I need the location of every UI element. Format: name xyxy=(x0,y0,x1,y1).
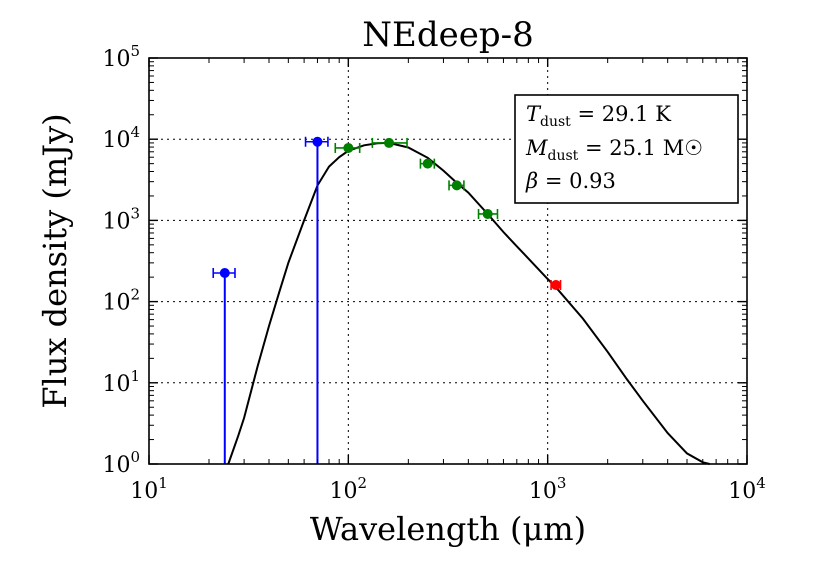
model-curve xyxy=(227,141,710,465)
data-point xyxy=(451,180,462,191)
y-tick-label: 105 xyxy=(102,42,140,72)
axis-ticks xyxy=(148,57,748,465)
legend-temp-symbol: T xyxy=(526,102,542,126)
data-points xyxy=(212,136,562,464)
series-upper-limits xyxy=(212,136,329,464)
legend-beta-symbol: β xyxy=(525,169,538,193)
data-point xyxy=(343,142,354,153)
data-point xyxy=(384,137,395,148)
series-detections xyxy=(334,137,499,219)
legend-temp-subscript: dust xyxy=(540,114,571,130)
y-tick-label: 102 xyxy=(102,286,140,316)
data-point xyxy=(422,158,433,169)
legend-beta-value: = 0.93 xyxy=(538,169,616,193)
x-tick-label: 101 xyxy=(130,474,168,504)
y-axis-label: Flux density (mJy) xyxy=(36,113,74,408)
x-tick-labels: 101 102 103 104 xyxy=(130,474,766,504)
data-point xyxy=(219,268,230,279)
x-tick-label: 102 xyxy=(330,474,368,504)
legend-mass-subscript: dust xyxy=(548,148,579,164)
x-tick-label: 104 xyxy=(728,474,766,504)
legend-line-mass: Mdust = 25.1 M☉ xyxy=(525,136,703,164)
legend-line-temperature: Tdust = 29.1 K xyxy=(526,102,671,130)
legend-mass-symbol: M xyxy=(525,136,548,160)
fit-parameters-legend: Tdust = 29.1 K Mdust = 25.1 M☉ β = 0.93 xyxy=(514,94,739,204)
model-layer xyxy=(227,141,710,465)
x-tick-label: 103 xyxy=(529,474,567,504)
series-submm xyxy=(550,280,562,291)
y-tick-label: 104 xyxy=(102,123,140,153)
x-axis-label: Wavelength (μm) xyxy=(310,510,586,548)
chart-title: NEdeep-8 xyxy=(362,15,533,55)
y-tick-label: 101 xyxy=(102,367,140,397)
data-point xyxy=(312,136,323,147)
legend-line-beta: β = 0.93 xyxy=(525,169,616,193)
data-point xyxy=(482,208,493,219)
plot-frame xyxy=(148,57,748,465)
y-tick-labels: 100 101 102 103 104 105 xyxy=(102,42,140,478)
legend-box xyxy=(514,94,739,204)
data-point xyxy=(550,280,561,291)
legend-mass-value: = 25.1 M☉ xyxy=(578,136,703,160)
y-tick-label: 103 xyxy=(102,204,140,234)
y-tick-label: 100 xyxy=(102,448,140,478)
legend-temp-value: = 29.1 K xyxy=(571,102,671,126)
